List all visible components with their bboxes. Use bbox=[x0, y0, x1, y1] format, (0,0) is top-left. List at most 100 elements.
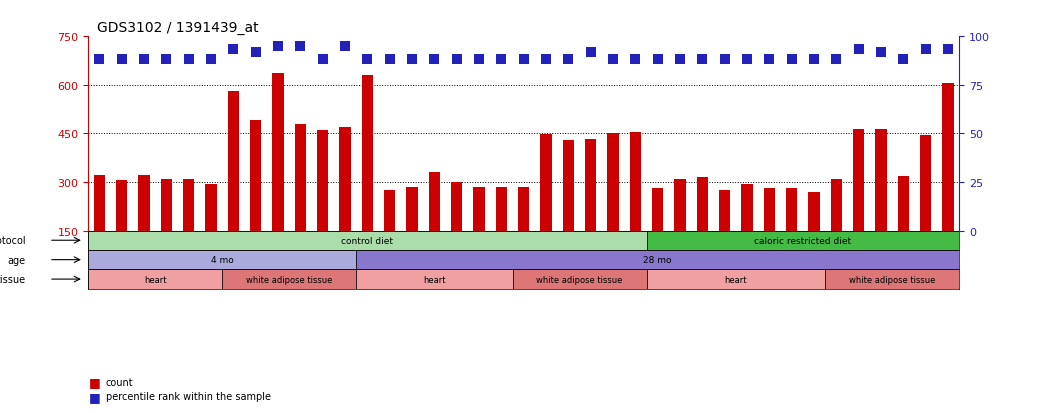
Bar bbox=[786, 189, 797, 231]
Point bbox=[717, 57, 733, 63]
Point bbox=[382, 57, 398, 63]
Bar bbox=[496, 188, 507, 231]
Point bbox=[895, 57, 912, 63]
Bar bbox=[764, 189, 775, 231]
Point bbox=[136, 57, 152, 63]
Bar bbox=[674, 180, 685, 231]
Point bbox=[202, 57, 219, 63]
Point bbox=[649, 57, 666, 63]
Point bbox=[91, 57, 108, 63]
Bar bbox=[853, 129, 864, 231]
Bar bbox=[407, 188, 418, 231]
Point bbox=[113, 57, 130, 63]
Point bbox=[538, 57, 555, 63]
Text: ■: ■ bbox=[89, 390, 101, 403]
Bar bbox=[474, 188, 484, 231]
Point bbox=[471, 57, 487, 63]
Bar bbox=[250, 121, 261, 231]
Bar bbox=[317, 130, 329, 231]
Text: white adipose tissue: white adipose tissue bbox=[849, 275, 935, 284]
Bar bbox=[384, 190, 395, 231]
Text: heart: heart bbox=[144, 275, 166, 284]
Bar bbox=[652, 189, 664, 231]
Bar bbox=[540, 135, 552, 231]
Bar bbox=[697, 178, 708, 231]
Point bbox=[225, 47, 242, 53]
Point bbox=[560, 57, 577, 63]
Bar bbox=[428, 172, 440, 231]
Bar bbox=[741, 184, 753, 231]
Text: 4 mo: 4 mo bbox=[211, 256, 233, 264]
Bar bbox=[116, 181, 128, 231]
Bar bbox=[362, 76, 373, 231]
Bar bbox=[339, 128, 351, 231]
Bar bbox=[646, 231, 959, 250]
Text: heart: heart bbox=[725, 275, 747, 284]
Text: percentile rank within the sample: percentile rank within the sample bbox=[106, 392, 271, 401]
Bar bbox=[356, 250, 959, 270]
Bar bbox=[295, 125, 306, 231]
Bar bbox=[585, 140, 596, 231]
Point bbox=[426, 57, 443, 63]
Text: heart: heart bbox=[423, 275, 446, 284]
Bar bbox=[184, 180, 194, 231]
Bar bbox=[646, 270, 825, 289]
Text: 28 mo: 28 mo bbox=[643, 256, 672, 264]
Bar bbox=[920, 136, 931, 231]
Bar bbox=[608, 134, 619, 231]
Text: count: count bbox=[106, 377, 134, 387]
Point bbox=[448, 57, 465, 63]
Bar bbox=[161, 180, 172, 231]
Point bbox=[359, 57, 375, 63]
Bar bbox=[93, 176, 105, 231]
Bar bbox=[88, 250, 356, 270]
Bar bbox=[563, 140, 573, 231]
Point bbox=[583, 50, 599, 57]
Bar bbox=[518, 188, 529, 231]
Bar bbox=[629, 133, 641, 231]
Bar bbox=[205, 184, 217, 231]
Point bbox=[850, 47, 867, 53]
Bar bbox=[898, 177, 909, 231]
Point bbox=[403, 57, 420, 63]
Point bbox=[761, 57, 778, 63]
Bar bbox=[273, 74, 283, 231]
Point bbox=[672, 57, 689, 63]
Text: growth protocol: growth protocol bbox=[0, 236, 26, 246]
Point bbox=[806, 57, 822, 63]
Point bbox=[940, 47, 956, 53]
Point bbox=[292, 43, 309, 50]
Point bbox=[180, 57, 197, 63]
Point bbox=[270, 43, 286, 50]
Point bbox=[493, 57, 509, 63]
Point bbox=[738, 57, 755, 63]
Bar bbox=[138, 176, 149, 231]
Text: control diet: control diet bbox=[341, 236, 393, 245]
Text: ■: ■ bbox=[89, 375, 101, 389]
Text: GDS3102 / 1391439_at: GDS3102 / 1391439_at bbox=[96, 21, 258, 35]
Bar bbox=[809, 192, 819, 231]
Bar bbox=[451, 183, 463, 231]
Bar bbox=[228, 91, 239, 231]
Bar bbox=[943, 84, 954, 231]
Bar bbox=[825, 270, 959, 289]
Point bbox=[314, 57, 331, 63]
Bar bbox=[356, 270, 512, 289]
Point bbox=[873, 50, 890, 57]
Text: age: age bbox=[7, 255, 26, 265]
Bar bbox=[719, 190, 730, 231]
Point bbox=[337, 43, 354, 50]
Bar bbox=[222, 270, 356, 289]
Point bbox=[515, 57, 532, 63]
Point bbox=[829, 57, 845, 63]
Text: white adipose tissue: white adipose tissue bbox=[246, 275, 332, 284]
Text: caloric restricted diet: caloric restricted diet bbox=[754, 236, 851, 245]
Text: white adipose tissue: white adipose tissue bbox=[536, 275, 622, 284]
Bar bbox=[88, 270, 222, 289]
Point bbox=[248, 50, 264, 57]
Point bbox=[918, 47, 934, 53]
Bar bbox=[88, 231, 646, 250]
Point bbox=[627, 57, 644, 63]
Point bbox=[605, 57, 621, 63]
Point bbox=[158, 57, 174, 63]
